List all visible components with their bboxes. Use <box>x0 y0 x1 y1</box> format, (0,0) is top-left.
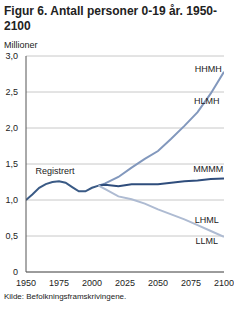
svg-text:Registrert: Registrert <box>36 166 76 176</box>
svg-text:2,5: 2,5 <box>8 87 18 97</box>
svg-text:1950: 1950 <box>16 278 36 288</box>
svg-text:2100: 2100 <box>214 278 228 288</box>
svg-text:LHML: LHML <box>195 215 219 225</box>
svg-text:0: 0 <box>13 267 18 277</box>
svg-text:2075: 2075 <box>181 278 201 288</box>
svg-text:1975: 1975 <box>49 278 69 288</box>
html-text:Figur 6. Antall personer 0-19: Figur 6. Antall personer 0-19 år. 1950-2… <box>4 4 217 33</box>
svg-text:3,0: 3,0 <box>8 51 18 61</box>
svg-text:2000: 2000 <box>82 278 102 288</box>
svg-text:1,0: 1,0 <box>8 195 18 205</box>
svg-text:1,5: 1,5 <box>8 159 18 169</box>
html-text:Kilde: Befolkningsframskriving: Kilde: Befolkningsframskrivingene. <box>4 292 127 301</box>
svg-text:HLMH: HLMH <box>194 96 220 106</box>
svg-text:2025: 2025 <box>115 278 135 288</box>
svg-text:MMMM: MMMM <box>193 164 223 174</box>
svg-text:2050: 2050 <box>148 278 168 288</box>
svg-text:LLML: LLML <box>196 236 219 246</box>
svg-text:2,0: 2,0 <box>8 123 18 133</box>
svg-text:0,5: 0,5 <box>8 231 18 241</box>
svg-text:HHMH: HHMH <box>195 64 222 74</box>
html-text:Millioner: Millioner <box>4 40 38 50</box>
